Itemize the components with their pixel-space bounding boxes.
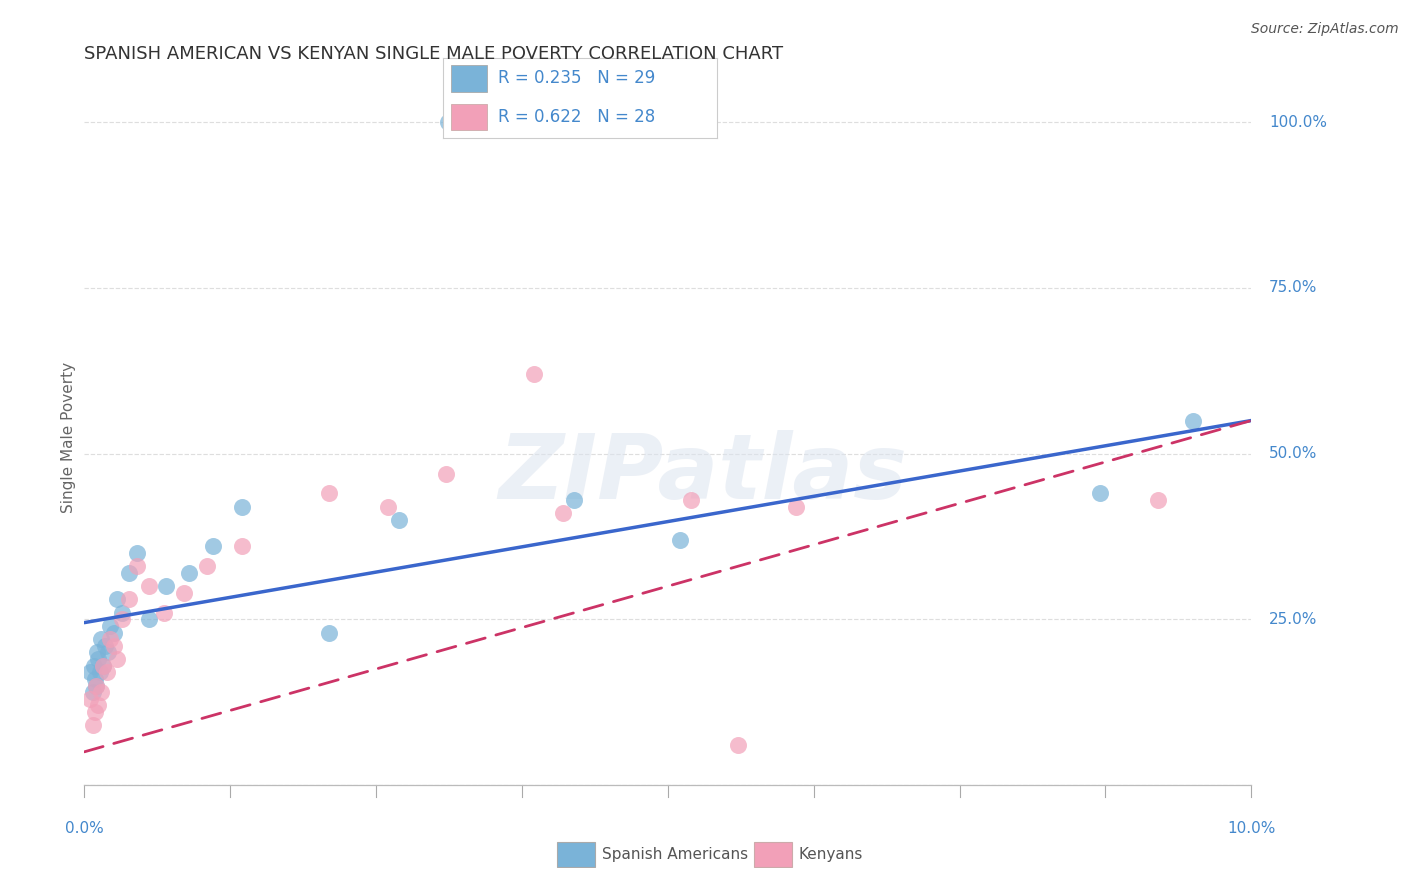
Point — [90, 685, 112, 699]
Point — [437, 115, 460, 129]
Point — [475, 115, 498, 129]
Point — [103, 625, 125, 640]
Point — [138, 612, 160, 626]
Point — [97, 645, 120, 659]
Point — [179, 566, 201, 580]
Point — [152, 606, 174, 620]
Point — [138, 579, 160, 593]
Point — [785, 500, 807, 514]
Point — [231, 500, 253, 514]
Point — [668, 533, 690, 547]
Point — [231, 540, 253, 554]
Text: R = 0.622   N = 28: R = 0.622 N = 28 — [498, 108, 655, 126]
Point — [1088, 486, 1111, 500]
Text: Kenyans: Kenyans — [799, 847, 863, 862]
Bar — [451, 103, 486, 130]
Point — [91, 658, 114, 673]
Point — [83, 672, 105, 686]
Text: 25.0%: 25.0% — [1268, 612, 1317, 627]
Point — [105, 652, 128, 666]
Point — [103, 639, 125, 653]
Bar — [451, 65, 486, 92]
Point — [111, 612, 134, 626]
Point — [87, 652, 110, 666]
Point — [1147, 493, 1170, 508]
Point — [82, 718, 104, 732]
Text: R = 0.235   N = 29: R = 0.235 N = 29 — [498, 70, 655, 87]
Point — [727, 738, 749, 752]
Point — [90, 632, 112, 647]
Point — [118, 592, 141, 607]
Point — [98, 619, 121, 633]
Text: Spanish Americans: Spanish Americans — [602, 847, 748, 862]
Point — [318, 625, 340, 640]
Point — [125, 546, 148, 560]
Point — [91, 658, 114, 673]
Point — [105, 592, 128, 607]
Text: 75.0%: 75.0% — [1268, 280, 1317, 295]
Point — [318, 486, 340, 500]
Text: Source: ZipAtlas.com: Source: ZipAtlas.com — [1251, 22, 1399, 37]
Point — [461, 115, 484, 129]
Point — [523, 367, 546, 381]
Point — [98, 632, 121, 647]
Point — [388, 513, 411, 527]
Y-axis label: Single Male Poverty: Single Male Poverty — [60, 361, 76, 513]
Point — [83, 658, 105, 673]
Text: 10.0%: 10.0% — [1227, 822, 1275, 837]
Point — [173, 586, 195, 600]
Text: 0.0%: 0.0% — [65, 822, 104, 837]
Point — [118, 566, 141, 580]
Point — [87, 698, 110, 713]
Point — [564, 493, 586, 508]
Point — [82, 685, 104, 699]
Point — [155, 579, 177, 593]
Text: ZIPatlas: ZIPatlas — [498, 430, 907, 517]
Point — [94, 639, 117, 653]
Point — [84, 679, 107, 693]
Text: 50.0%: 50.0% — [1268, 446, 1317, 461]
Point — [79, 665, 101, 680]
Point — [377, 500, 399, 514]
Point — [86, 645, 108, 659]
Text: 100.0%: 100.0% — [1268, 115, 1327, 130]
Point — [89, 665, 111, 680]
Point — [551, 506, 574, 520]
Point — [96, 665, 118, 680]
Point — [681, 493, 703, 508]
Point — [125, 559, 148, 574]
Point — [434, 467, 457, 481]
Point — [79, 691, 101, 706]
Point — [83, 705, 105, 719]
Point — [195, 559, 218, 574]
Point — [201, 540, 224, 554]
Point — [84, 679, 107, 693]
Point — [1182, 413, 1205, 427]
Text: SPANISH AMERICAN VS KENYAN SINGLE MALE POVERTY CORRELATION CHART: SPANISH AMERICAN VS KENYAN SINGLE MALE P… — [84, 45, 783, 62]
Point — [111, 606, 134, 620]
